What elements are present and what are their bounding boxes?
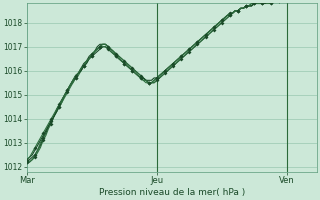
X-axis label: Pression niveau de la mer( hPa ): Pression niveau de la mer( hPa ): [99, 188, 245, 197]
